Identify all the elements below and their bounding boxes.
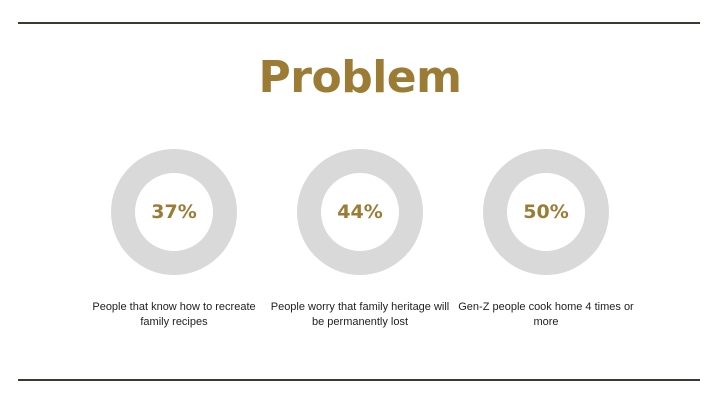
stat-value: 37% bbox=[151, 201, 197, 223]
stat-card: 50% Gen-Z people cook home 4 times or mo… bbox=[446, 148, 646, 330]
slide-title: Problem bbox=[258, 52, 462, 103]
donut-ring: 50% bbox=[482, 148, 610, 276]
donut-ring-graphic bbox=[297, 149, 423, 275]
bottom-divider bbox=[18, 379, 700, 381]
stat-value: 44% bbox=[337, 201, 383, 223]
stat-caption: People that know how to recreate family … bbox=[92, 301, 256, 328]
stat-caption: Gen-Z people cook home 4 times or more bbox=[458, 301, 634, 328]
donut-ring: 37% bbox=[110, 148, 238, 276]
donut-ring-graphic bbox=[111, 149, 237, 275]
top-divider bbox=[18, 22, 700, 24]
stat-card: 44% People worry that family heritage wi… bbox=[260, 148, 460, 330]
donut-ring: 44% bbox=[296, 148, 424, 276]
donut-ring-graphic bbox=[483, 149, 609, 275]
stat-value: 50% bbox=[523, 201, 569, 223]
stat-caption: People worry that family heritage will b… bbox=[270, 301, 450, 328]
stat-card: 37% People that know how to recreate fam… bbox=[74, 148, 274, 330]
